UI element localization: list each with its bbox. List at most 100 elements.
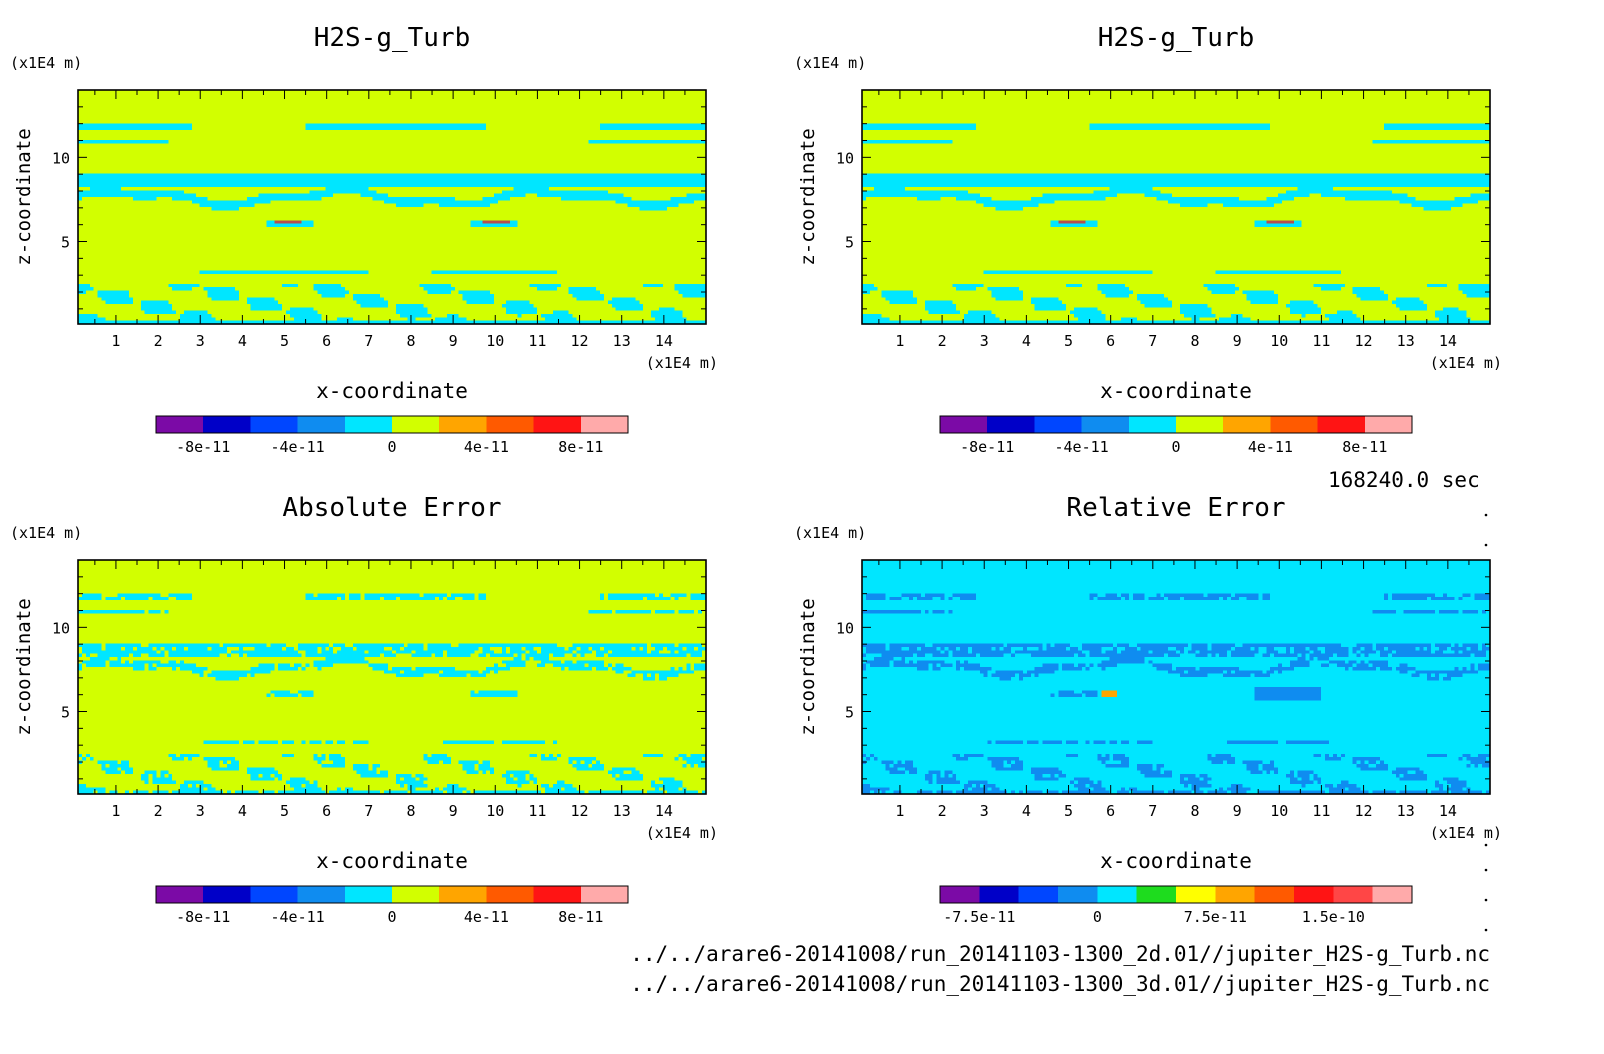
margin-dot [1484, 513, 1488, 517]
y-tick-label: 10 [52, 619, 70, 637]
colorbar-tick-label: 7.5e-11 [1184, 908, 1247, 926]
colorbar-swatch [987, 416, 1035, 433]
x-tick-label: 9 [449, 332, 458, 350]
x-tick-label: 13 [1397, 332, 1415, 350]
colorbar-swatch [940, 416, 988, 433]
x-tick-label: 3 [196, 332, 205, 350]
source-file-3d: ../../arare6-20141008/run_20141103-1300_… [630, 972, 1490, 996]
colorbar-swatch [1034, 416, 1083, 433]
x-tick-label: 9 [1233, 332, 1242, 350]
colorbar-tick-label: 8e-11 [1342, 438, 1387, 456]
colorbar-swatch [533, 886, 582, 903]
y-axis-label: z-coordinate [797, 128, 819, 265]
x-tick-label: 12 [571, 332, 589, 350]
x-tick-label: 13 [1397, 802, 1415, 820]
x-tick-label: 14 [1439, 332, 1457, 350]
x-unit-label: (x1E4 m) [1430, 354, 1502, 372]
colorbar-tick-label: -8e-11 [176, 438, 230, 456]
colorbar-swatch [580, 416, 629, 433]
colorbar-tick-label: 4e-11 [464, 908, 509, 926]
x-tick-label: 14 [655, 802, 673, 820]
colorbar-swatch [979, 886, 1020, 903]
colorbar-swatch [1097, 886, 1138, 903]
colorbar-swatch [203, 886, 251, 903]
colorbar-tick-label: -4e-11 [1055, 438, 1109, 456]
x-tick-label: 11 [528, 802, 546, 820]
colorbar-swatch [392, 886, 440, 903]
x-unit-label: (x1E4 m) [646, 354, 718, 372]
x-tick-label: 11 [1312, 802, 1330, 820]
y-tick-label: 5 [61, 704, 70, 722]
plot-frame [861, 559, 1491, 795]
colorbar [939, 885, 1413, 904]
colorbar-tick-label: -8e-11 [960, 438, 1014, 456]
colorbar-tick-label: 0 [1093, 908, 1102, 926]
x-tick-label: 5 [1064, 802, 1073, 820]
x-tick-label: 10 [1270, 332, 1288, 350]
x-tick-label: 14 [655, 332, 673, 350]
margin-dot [1484, 543, 1488, 547]
colorbar-tick-label: 0 [1171, 438, 1180, 456]
time-label: 168240.0 sec [1328, 468, 1480, 492]
y-tick-label: 10 [836, 619, 854, 637]
heatmap-cells [78, 90, 707, 325]
x-tick-label: 2 [154, 802, 163, 820]
x-axis-label: x-coordinate [1100, 379, 1252, 403]
x-tick-label: 7 [364, 332, 373, 350]
colorbar-swatch [156, 416, 204, 433]
x-tick-label: 8 [1190, 802, 1199, 820]
x-tick-label: 10 [1270, 802, 1288, 820]
colorbar-swatch [1018, 886, 1059, 903]
chart-title: H2S-g_Turb [314, 23, 471, 53]
colorbar-swatch [1372, 886, 1413, 903]
x-tick-label: 6 [1106, 332, 1115, 350]
colorbar-tick-label: -4e-11 [271, 908, 325, 926]
x-tick-label: 1 [111, 332, 120, 350]
colorbar-tick-label: -4e-11 [271, 438, 325, 456]
y-tick-label: 10 [52, 149, 70, 167]
x-tick-label: 10 [486, 802, 504, 820]
y-unit-label: (x1E4 m) [10, 524, 82, 542]
x-tick-label: 5 [280, 802, 289, 820]
x-tick-label: 7 [364, 802, 373, 820]
y-tick-label: 5 [845, 234, 854, 252]
plot-frame [77, 89, 707, 325]
colorbar-swatch [1223, 416, 1271, 433]
colorbar-swatch [344, 416, 393, 433]
colorbar-swatch [439, 886, 487, 903]
x-tick-label: 11 [528, 332, 546, 350]
plot-frame [861, 89, 1491, 325]
colorbar [155, 885, 629, 904]
x-tick-label: 13 [613, 332, 631, 350]
colorbar-tick-label: -7.5e-11 [943, 908, 1015, 926]
y-tick-label: 5 [845, 704, 854, 722]
x-tick-label: 2 [154, 332, 163, 350]
plot-frame [77, 559, 707, 795]
colorbar-swatch [486, 416, 535, 433]
colorbar-swatch [1176, 416, 1224, 433]
x-tick-label: 4 [238, 802, 247, 820]
colorbar-frame [939, 415, 1413, 434]
x-tick-label: 13 [613, 802, 631, 820]
colorbar-frame [155, 415, 629, 434]
x-tick-label: 8 [1190, 332, 1199, 350]
colorbar-tick-label: 4e-11 [1248, 438, 1293, 456]
x-tick-label: 12 [1355, 332, 1373, 350]
x-unit-label: (x1E4 m) [1430, 824, 1502, 842]
x-tick-label: 2 [938, 802, 947, 820]
colorbar-swatch [580, 886, 629, 903]
colorbar-swatch [439, 416, 487, 433]
x-tick-label: 3 [980, 332, 989, 350]
y-tick-label: 10 [836, 149, 854, 167]
x-tick-label: 12 [571, 802, 589, 820]
x-tick-label: 14 [1439, 802, 1457, 820]
margin-dot [1484, 928, 1488, 932]
colorbar-tick-label: 1.5e-10 [1302, 908, 1365, 926]
margin-dot [1484, 843, 1488, 847]
x-tick-label: 4 [1022, 332, 1031, 350]
colorbar-swatch [1333, 886, 1374, 903]
chart-title: H2S-g_Turb [1098, 23, 1255, 53]
